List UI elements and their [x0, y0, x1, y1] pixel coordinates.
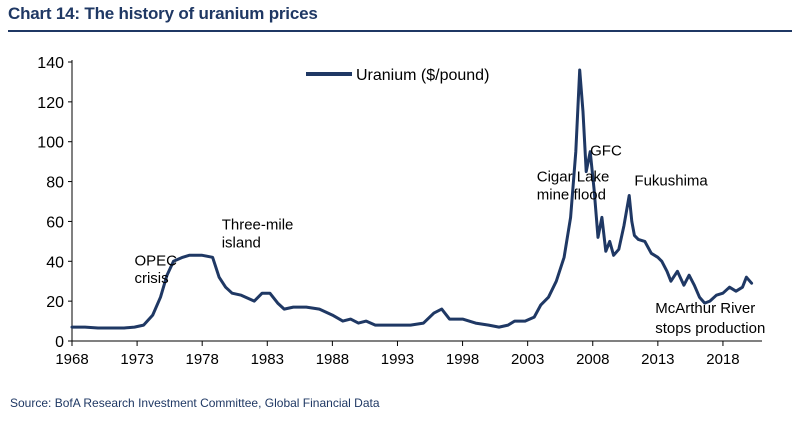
- annotation-label: Cigar Lake: [537, 169, 610, 186]
- y-tick-label: 20: [46, 294, 64, 311]
- annotation-label: island: [222, 234, 261, 251]
- y-tick-label: 40: [46, 254, 64, 271]
- x-tick-label: 2018: [706, 351, 739, 368]
- series-group: [70, 68, 754, 330]
- x-tick-label: 1973: [120, 351, 153, 368]
- y-tick-label: 140: [37, 55, 64, 72]
- y-tick-label: 100: [37, 135, 64, 152]
- x-tick-label: 1993: [381, 351, 414, 368]
- annotation-label: OPEC: [134, 252, 177, 269]
- x-tick-label: 1998: [446, 351, 479, 368]
- y-tick-label: 80: [46, 175, 64, 192]
- x-tick-label: 2008: [576, 351, 609, 368]
- legend: Uranium ($/pound): [306, 67, 489, 84]
- y-tick-label: 0: [55, 334, 64, 351]
- chart-title: Chart 14: The history of uranium prices: [8, 4, 318, 23]
- x-axis: 1968 1973 1978 1983 1988 1993 1998 2003 2008 2013…: [55, 340, 762, 368]
- y-tick-label: 60: [46, 214, 64, 231]
- y-tick-label: 120: [37, 95, 64, 112]
- x-tick-label: 1988: [316, 351, 349, 368]
- title-rule: [8, 30, 792, 32]
- series-line: [70, 68, 754, 330]
- y-axis: 0 20 40 60 80 100 120 140: [37, 55, 73, 351]
- annotation-label: mine flood: [537, 187, 606, 204]
- source-note: Source: BofA Research Investment Committ…: [10, 396, 380, 410]
- x-tick-label: 1983: [251, 351, 284, 368]
- x-tick-label: 1978: [186, 351, 219, 368]
- annotation-label: crisis: [134, 270, 168, 287]
- annotation-label: McArthur River: [655, 300, 755, 317]
- annotation-label: stops production: [655, 320, 765, 337]
- legend-label: Uranium ($/pound): [356, 67, 489, 84]
- annotation-label: Fukushima: [634, 173, 708, 190]
- x-tick-label: 1968: [55, 351, 88, 368]
- annotation-label: GFC: [590, 143, 622, 160]
- annotation-label: Three-mile: [222, 216, 294, 233]
- x-tick-label: 2003: [511, 351, 544, 368]
- x-tick-label: 2013: [641, 351, 674, 368]
